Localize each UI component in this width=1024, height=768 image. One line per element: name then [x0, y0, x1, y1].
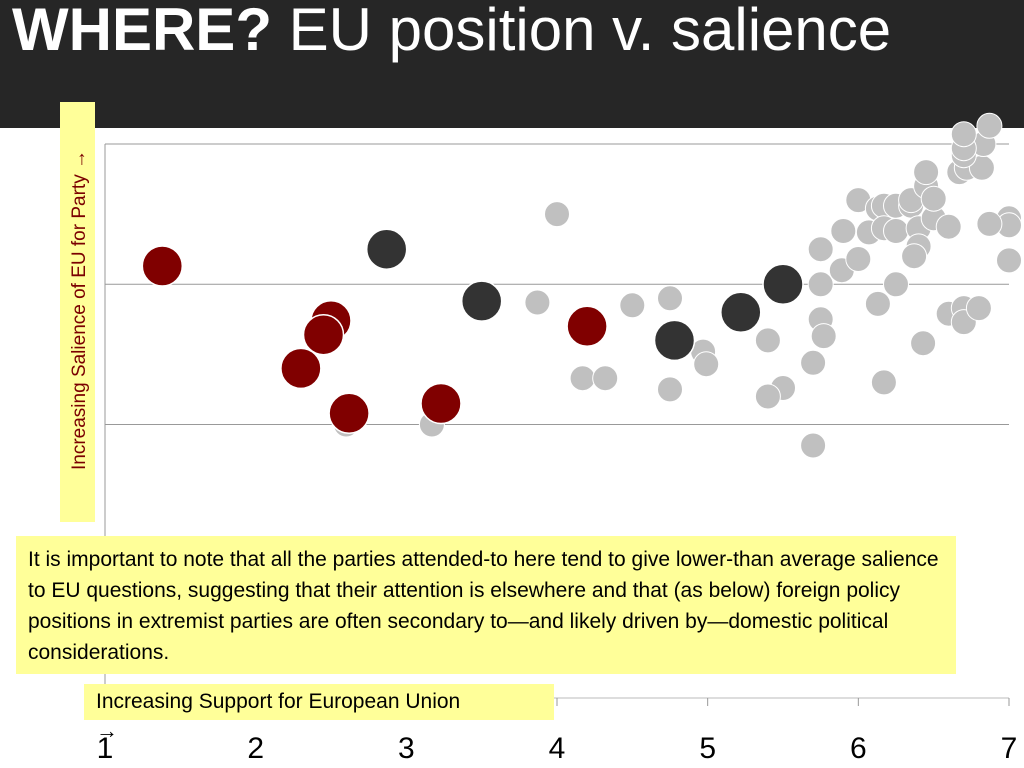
- point-other: [569, 365, 596, 392]
- note-text: It is important to note that all the par…: [28, 548, 939, 664]
- point-other: [910, 330, 937, 357]
- point-other: [693, 351, 720, 378]
- point-other: [754, 327, 781, 354]
- point-dark: [720, 291, 762, 334]
- y-axis-label: Increasing Salience of EU for Party →: [69, 150, 90, 470]
- x-axis-label-box: Increasing Support for European Union: [84, 684, 554, 720]
- point-other: [996, 247, 1022, 274]
- point-other: [800, 349, 827, 376]
- note-box: It is important to note that all the par…: [16, 536, 956, 674]
- point-other: [883, 271, 909, 298]
- point-other: [913, 159, 940, 186]
- x-tick-label: 2: [247, 732, 264, 765]
- point-other: [830, 218, 857, 244]
- point-dark: [653, 319, 696, 362]
- point-other: [845, 246, 872, 272]
- point-other: [807, 236, 834, 263]
- point-other: [592, 365, 619, 392]
- x-tick-label: 1: [97, 732, 114, 765]
- point-other: [657, 285, 683, 312]
- x-tick-label: 3: [398, 732, 415, 765]
- point-other: [901, 243, 928, 270]
- x-tick-label: 7: [1001, 732, 1018, 765]
- point-other: [950, 121, 977, 148]
- point-other: [619, 292, 646, 319]
- x-tick-label: 6: [850, 732, 867, 765]
- point-other: [864, 290, 891, 317]
- point-red: [420, 382, 462, 425]
- point-red: [280, 347, 322, 390]
- point-other: [754, 383, 781, 410]
- title-bar: WHERE? EU position v. salience: [0, 0, 1024, 128]
- title-rest: EU position v. salience: [271, 0, 892, 63]
- point-dark: [762, 263, 804, 306]
- point-other: [965, 295, 992, 322]
- x-axis-label: Increasing Support for European Union: [96, 690, 461, 713]
- point-red: [328, 392, 370, 435]
- point-other: [800, 432, 827, 459]
- point-red: [141, 245, 184, 287]
- y-axis-label-box: [60, 102, 95, 522]
- point-other: [976, 210, 1003, 237]
- point-other: [810, 323, 837, 350]
- point-red: [302, 313, 345, 356]
- page-title: WHERE? EU position v. salience: [12, 0, 1012, 72]
- x-axis-label-arrow: →: [96, 718, 118, 743]
- x-tick-label: 4: [549, 732, 566, 765]
- point-other: [870, 369, 897, 396]
- point-red: [566, 305, 608, 348]
- point-other: [920, 185, 947, 212]
- point-other: [544, 201, 570, 228]
- point-dark: [365, 228, 408, 270]
- point-dark: [460, 280, 503, 322]
- x-tick-label: 5: [699, 732, 716, 765]
- point-other: [935, 213, 962, 240]
- point-other: [976, 112, 1003, 139]
- point-other: [807, 271, 834, 298]
- point-other: [883, 218, 909, 244]
- title-bold: WHERE?: [12, 0, 272, 63]
- point-other: [657, 376, 683, 403]
- point-other: [524, 289, 551, 316]
